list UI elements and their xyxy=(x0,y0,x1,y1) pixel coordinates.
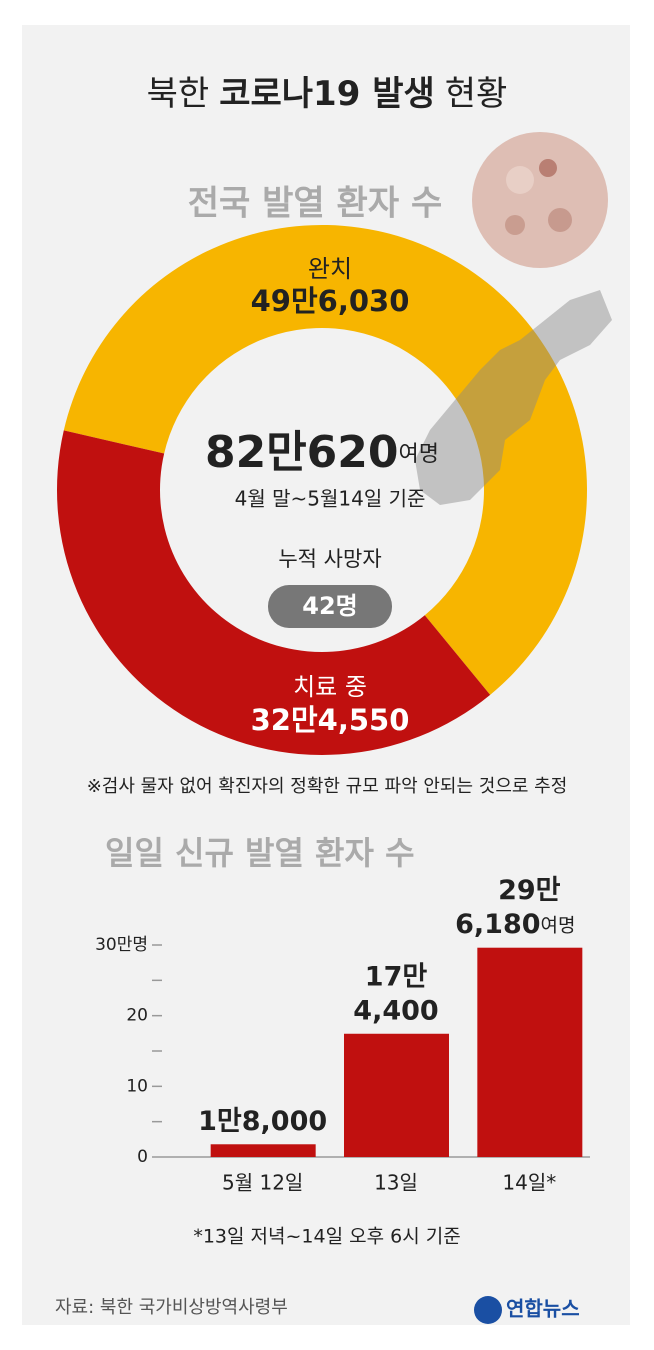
y-tick-label: 30만명 xyxy=(95,935,148,955)
donut-segment xyxy=(63,224,587,695)
donut-note: ※검사 물자 없어 확진자의 정확한 규모 파악 안되는 것으로 추정 xyxy=(87,776,568,797)
logo: 연합뉴스 xyxy=(506,1297,580,1321)
bar-title: 일일 신규 발열 환자 수 xyxy=(105,834,415,872)
value-label: 1만8,000 xyxy=(198,1106,327,1137)
main-title: 북한 코로나19 발생 현황 xyxy=(147,74,508,114)
segment-value: 32만4,550 xyxy=(251,703,410,737)
bar xyxy=(477,947,583,1157)
segment-value: 49만6,030 xyxy=(251,284,410,318)
donut-total: 82만620여명 xyxy=(205,427,439,478)
deaths-pill xyxy=(268,585,392,628)
segment-name: 완치 xyxy=(308,255,352,283)
virus-illustration xyxy=(472,132,608,268)
value-unit: 여명 xyxy=(541,914,576,936)
y-tick-label: 10 xyxy=(126,1076,148,1096)
x-tick-label: 14일* xyxy=(502,1171,556,1195)
logo-icon xyxy=(474,1296,502,1324)
title-part: 코로나19 발생 xyxy=(219,74,435,114)
bar xyxy=(210,1144,316,1157)
title-part: 현황 xyxy=(445,74,508,114)
donut-segment xyxy=(56,430,491,755)
value-label: 17만 xyxy=(365,961,428,992)
map-illustration xyxy=(415,290,612,505)
donut-title: 전국 발열 환자 수 xyxy=(188,184,442,224)
title-part: 북한 xyxy=(147,74,210,114)
y-tick-label: 20 xyxy=(126,1006,148,1026)
source: 자료: 북한 국가비상방역사령부 xyxy=(55,1297,288,1318)
deaths-value: 42명 xyxy=(302,592,357,620)
donut xyxy=(56,224,587,755)
value-label: 6,180여명 xyxy=(455,909,575,940)
bar-note: *13일 저녁~14일 오후 6시 기준 xyxy=(193,1226,460,1248)
x-tick-label: 5월 12일 xyxy=(222,1171,303,1195)
deaths-label: 누적 사망자 xyxy=(278,547,381,571)
y-tick-label: 0 xyxy=(137,1147,148,1167)
total-value: 82만620 xyxy=(205,427,399,478)
value-label: 4,400 xyxy=(353,995,438,1026)
segment-name: 치료 중 xyxy=(293,673,367,701)
bar xyxy=(344,1033,449,1157)
x-tick-label: 13일 xyxy=(374,1171,418,1195)
donut-basis: 4월 말~5월14일 기준 xyxy=(235,487,426,511)
total-unit: 여명 xyxy=(399,442,439,467)
value-label: 29만 xyxy=(498,875,561,906)
